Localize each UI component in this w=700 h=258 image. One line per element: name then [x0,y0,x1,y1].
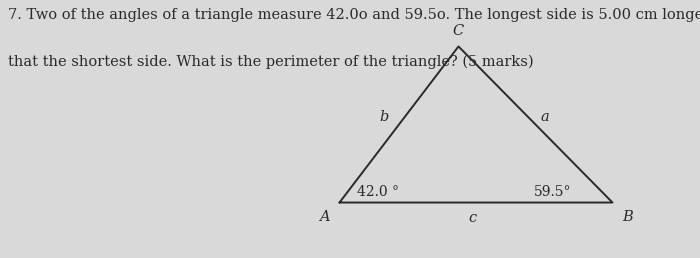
Text: b: b [379,110,389,124]
Text: 7. Two of the angles of a triangle measure 42.0o and 59.5o. The longest side is : 7. Two of the angles of a triangle measu… [8,8,700,22]
Text: C: C [453,24,464,38]
Text: that the shortest side. What is the perimeter of the triangle? (5 marks): that the shortest side. What is the peri… [8,54,534,69]
Text: A: A [318,210,330,224]
Text: 42.0 °: 42.0 ° [357,185,399,199]
Text: c: c [468,211,477,225]
Text: a: a [540,110,549,124]
Text: 59.5°: 59.5° [534,185,572,199]
Text: B: B [622,210,634,224]
